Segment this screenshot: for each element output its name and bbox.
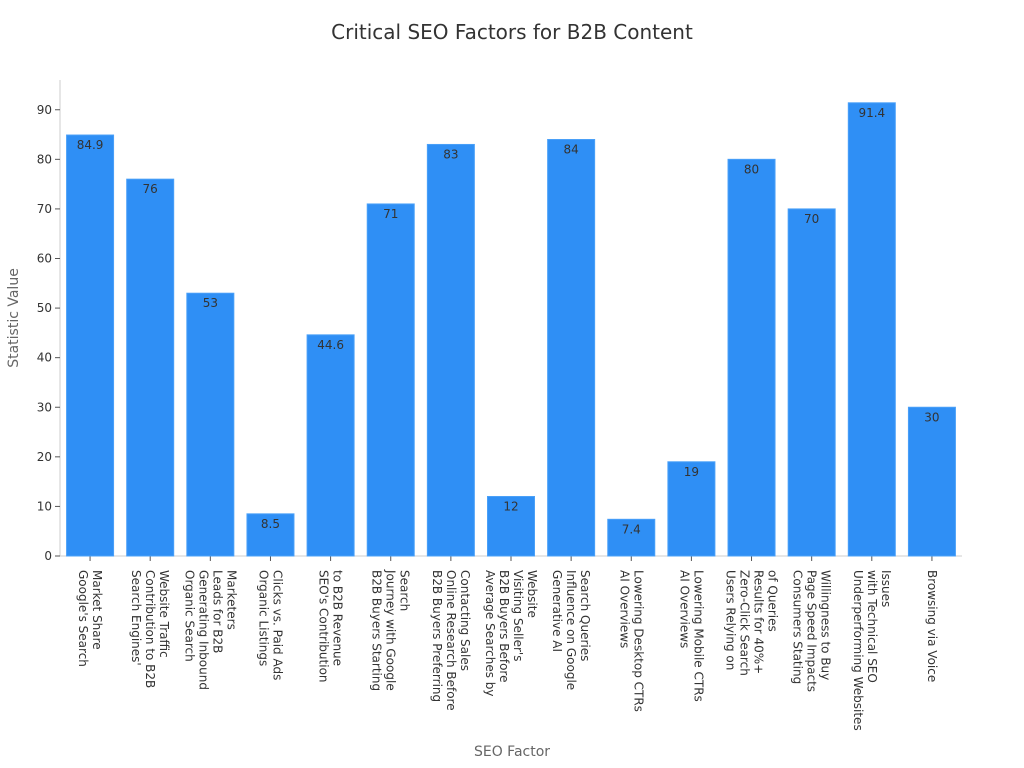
chart-title: Critical SEO Factors for B2B Content: [331, 20, 693, 44]
x-axis-title: SEO Factor: [474, 744, 550, 760]
x-tick-label: Organic ListingsClicks vs. Paid Ads: [256, 570, 284, 680]
x-tick-label: Browsing via Voice: [925, 570, 939, 682]
bar-data-label: 8.5: [261, 517, 280, 531]
x-tick-label: AI OverviewsLowering Mobile CTRs: [677, 570, 705, 702]
labels-group: 84.9 Google's SearchMarket Share 76 Search …: [76, 106, 940, 731]
bar-data-label: 19: [684, 465, 699, 479]
bar: [667, 461, 716, 557]
y-tick-label: 70: [37, 202, 52, 216]
bar: [487, 496, 535, 557]
x-tick-label: B2B Buyers StartingJourney with GoogleSe…: [370, 569, 412, 691]
x-tick-label: SEO's Contributionto B2B Revenue: [317, 570, 345, 683]
bar: [186, 292, 235, 557]
x-tick-label: Generative AIInfluence on GoogleSearch Q…: [550, 570, 592, 690]
bar-data-label: 91.4: [858, 106, 885, 120]
bar-data-label: 80: [744, 162, 759, 176]
x-tick-label: Users Relying onZero-Click SearchResults…: [724, 570, 780, 676]
bar-data-label: 84: [563, 143, 578, 157]
x-tick-label: Underperforming Websiteswith Technical S…: [851, 570, 893, 731]
bar: [246, 513, 295, 557]
bar: [547, 139, 596, 557]
bar: [426, 143, 475, 557]
x-tick-label: Consumers StatingPage Speed ImpactsWilli…: [791, 570, 833, 692]
y-axis-title: Statistic Value: [6, 268, 22, 368]
bar: [607, 518, 656, 557]
y-tick-label: 0: [44, 549, 52, 563]
bar-data-label: 84.9: [77, 138, 104, 152]
bar-data-label: 53: [203, 296, 218, 310]
bar: [847, 102, 896, 557]
y-tick-label: 90: [37, 103, 52, 117]
bar: [66, 134, 115, 557]
x-tick-label: Search Engines'Contribution to B2BWebsit…: [129, 570, 171, 688]
bar-data-label: 83: [443, 147, 458, 161]
bar-data-label: 71: [383, 207, 398, 221]
x-tick-label: Organic SearchGenerating InboundLeads fo…: [182, 570, 238, 690]
bar: [126, 178, 175, 557]
bar-data-label: 44.6: [317, 338, 344, 352]
y-tick-label: 10: [37, 499, 52, 513]
x-tick-label: Google's SearchMarket Share: [76, 570, 104, 667]
x-tick-label: B2B Buyers PreferringOnline Research Bef…: [430, 570, 472, 711]
bar: [366, 203, 415, 557]
y-tick-label: 30: [37, 400, 52, 414]
bar-data-label: 70: [804, 212, 819, 226]
bar-data-label: 30: [924, 410, 939, 424]
bars-group: [66, 102, 956, 557]
x-tick-label: Average Searches byB2B Buyers BeforeVisi…: [483, 570, 539, 697]
bar-data-label: 76: [143, 182, 158, 196]
y-tick-label: 50: [37, 301, 52, 315]
bar-data-label: 7.4: [622, 522, 641, 536]
bar: [907, 406, 956, 557]
bar-data-label: 12: [503, 500, 518, 514]
x-tick-label: AI OverviewsLowering Desktop CTRs: [617, 570, 645, 712]
bar: [727, 158, 776, 557]
bar: [787, 208, 836, 557]
bar: [306, 334, 355, 557]
y-tick-label: 60: [37, 252, 52, 266]
y-tick-label: 20: [37, 450, 52, 464]
y-tick-label: 40: [37, 351, 52, 365]
y-tick-label: 80: [37, 152, 52, 166]
